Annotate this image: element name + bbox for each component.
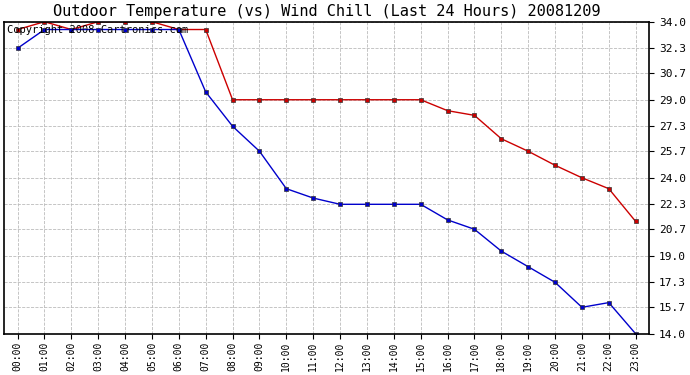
Title: Outdoor Temperature (vs) Wind Chill (Last 24 Hours) 20081209: Outdoor Temperature (vs) Wind Chill (Las… — [53, 4, 600, 19]
Text: Copyright 2008 Cartronics.com: Copyright 2008 Cartronics.com — [8, 25, 188, 35]
